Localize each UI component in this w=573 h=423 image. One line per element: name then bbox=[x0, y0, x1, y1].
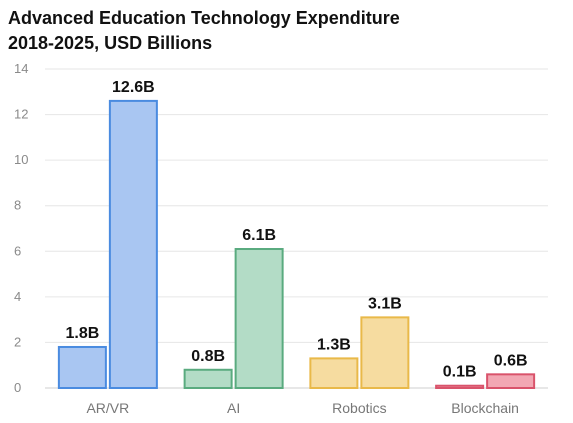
y-tick-label: 6 bbox=[14, 243, 21, 258]
bar bbox=[309, 357, 359, 389]
y-tick-label: 8 bbox=[14, 198, 21, 213]
chart-title: Advanced Education Technology Expenditur… bbox=[8, 6, 548, 56]
bar bbox=[234, 248, 284, 389]
data-label: 1.8B bbox=[65, 325, 99, 342]
data-label: 12.6B bbox=[112, 79, 155, 96]
y-tick-label: 0 bbox=[14, 380, 21, 395]
y-tick-label: 12 bbox=[14, 107, 28, 122]
chart-title-line-2: 2018-2025, USD Billions bbox=[8, 33, 213, 53]
bar bbox=[57, 345, 107, 390]
data-label: 0.6B bbox=[494, 352, 528, 369]
data-label: 0.8B bbox=[191, 348, 225, 365]
bar bbox=[435, 384, 485, 390]
y-tick-label: 4 bbox=[14, 289, 21, 304]
x-tick-label: AI bbox=[227, 400, 240, 416]
data-label: 3.1B bbox=[368, 295, 402, 312]
bar bbox=[183, 368, 233, 389]
y-tick-label: 10 bbox=[14, 152, 28, 167]
data-label: 1.3B bbox=[317, 336, 351, 353]
x-tick-label: AR/VR bbox=[86, 400, 129, 416]
bar bbox=[108, 99, 158, 390]
data-label: 0.1B bbox=[443, 364, 477, 381]
y-tick-label: 2 bbox=[14, 334, 21, 349]
x-tick-label: Blockchain bbox=[451, 400, 519, 416]
bar bbox=[360, 316, 410, 389]
x-tick-label: Robotics bbox=[332, 400, 386, 416]
chart-title-line-1: Advanced Education Technology Expenditur… bbox=[8, 8, 400, 28]
y-tick-label: 14 bbox=[14, 61, 28, 76]
data-label: 6.1B bbox=[242, 227, 276, 244]
bar bbox=[486, 373, 536, 390]
